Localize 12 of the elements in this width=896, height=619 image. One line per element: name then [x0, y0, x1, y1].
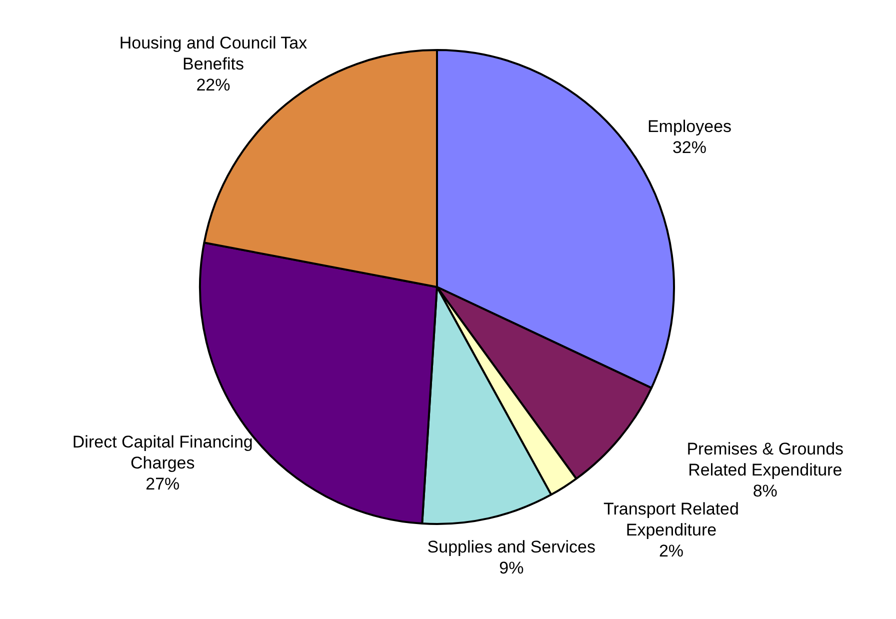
data-label: 8% [752, 482, 778, 501]
data-label: 9% [499, 558, 524, 578]
data-label: 2% [658, 541, 684, 560]
data-label: 22% [196, 75, 230, 94]
slice-label: Transport Related Expenditure [604, 499, 739, 540]
data-label: 27% [146, 474, 180, 494]
slice-label: Employees [647, 117, 732, 136]
slice-label: Direct Capital Financing Charges [72, 432, 253, 473]
slice-label: Premises & Grounds Related Expenditure [686, 440, 844, 480]
slice-label: Housing and Council Tax Benefits [119, 33, 308, 74]
slice-label: Supplies and Services [427, 537, 596, 556]
data-label: 32% [672, 138, 707, 158]
